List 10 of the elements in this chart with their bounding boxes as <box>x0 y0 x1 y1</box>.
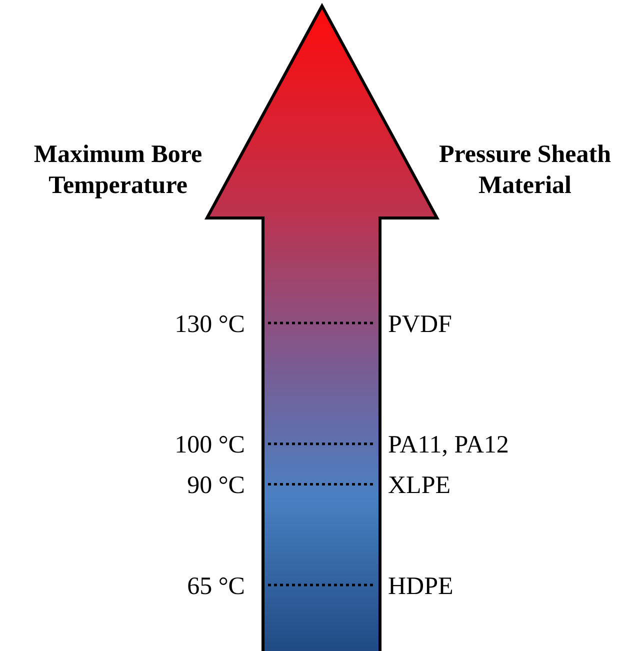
data-label: 130 °C <box>174 310 245 338</box>
text: Pressure Sheath Material <box>439 141 612 199</box>
category-label: HDPE <box>388 572 454 600</box>
text: Maximum Bore Temperature <box>34 141 202 199</box>
data-label: 65 °C <box>187 572 245 600</box>
category-label: PA11, PA12 <box>388 432 509 459</box>
data-label: 100 °C <box>174 432 245 459</box>
data-label: 90 °C <box>187 472 245 499</box>
category-label: PVDF <box>388 310 452 338</box>
category-label: XLPE <box>388 472 450 499</box>
